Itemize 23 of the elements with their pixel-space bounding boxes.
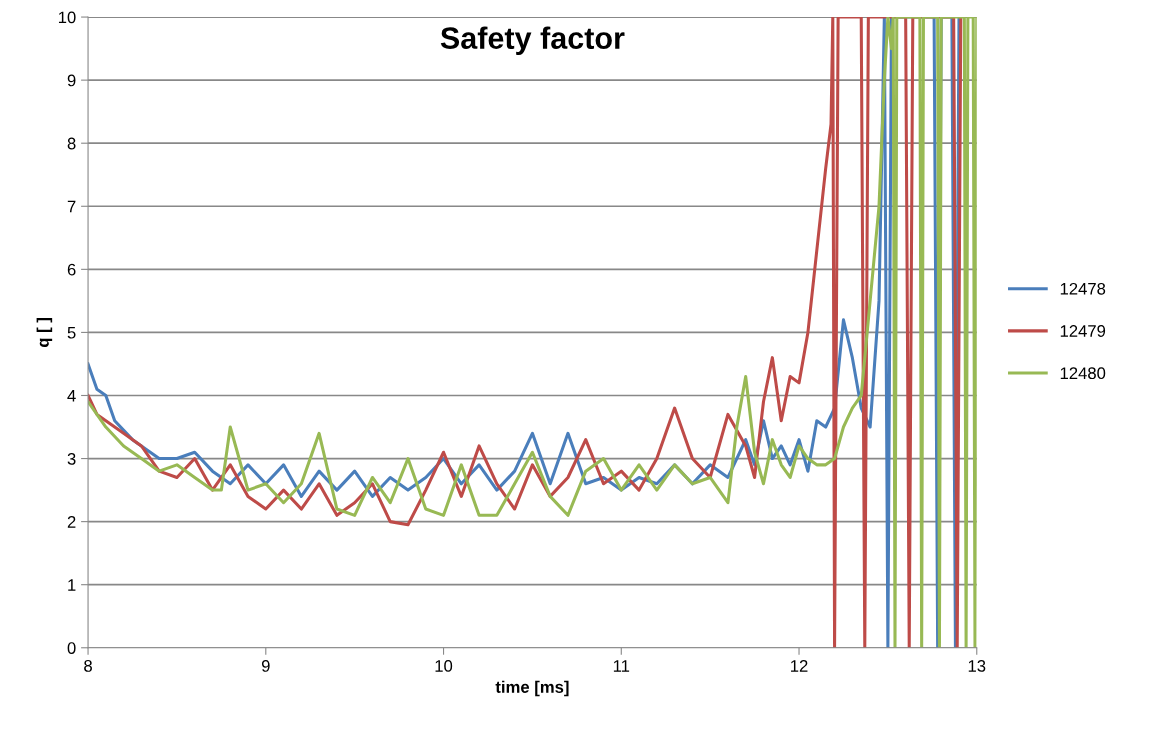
y-tick-label: 6	[67, 263, 76, 276]
legend-label: 12479	[1060, 325, 1106, 337]
x-tick-label: 10	[435, 660, 453, 672]
y-tick-label: 0	[67, 642, 76, 654]
x-tick-label: 12	[791, 660, 808, 672]
x-tick-label: 9	[261, 660, 270, 672]
y-tick-label: 8	[67, 137, 76, 150]
legend-label: 12480	[1060, 367, 1106, 380]
x-tick-label: 11	[613, 660, 630, 672]
chart-title: Safety factor	[440, 26, 625, 56]
y-tick-label: 2	[67, 516, 76, 528]
x-tick-label: 13	[968, 660, 986, 672]
x-axis-title: time [ms]	[495, 680, 569, 697]
y-tick-label: 7	[67, 200, 76, 213]
y-tick-label: 5	[67, 326, 76, 339]
legend-label: 12478	[1060, 282, 1106, 295]
y-tick-label: 10	[58, 11, 76, 24]
y-tick-label: 4	[67, 390, 76, 402]
y-tick-label: 9	[67, 74, 76, 87]
x-tick-label: 8	[84, 660, 92, 672]
y-tick-label: 3	[67, 452, 76, 465]
y-tick-label: 1	[68, 579, 76, 591]
y-axis-title: q [ ]	[36, 318, 53, 347]
